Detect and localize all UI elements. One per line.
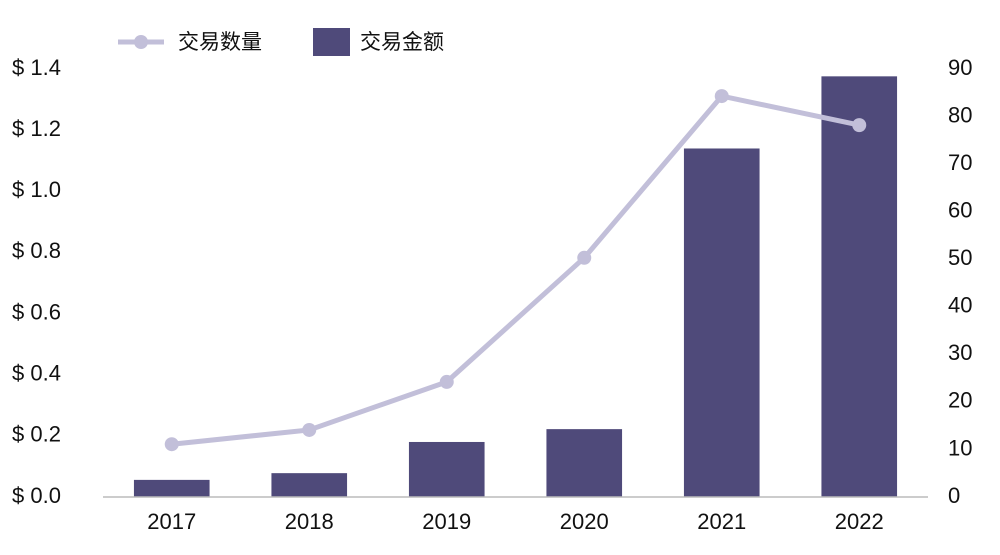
line-point [164, 437, 179, 452]
bar [546, 429, 623, 497]
bar [133, 479, 210, 497]
bar [821, 76, 898, 497]
legend-label: 交易数量 [178, 30, 262, 54]
legend-label: 交易金额 [360, 30, 444, 54]
y-tick-label: $ 0.4 [12, 361, 61, 386]
y2-tick-label: 50 [948, 245, 972, 270]
y-tick-label: $ 1.0 [12, 177, 61, 202]
y2-tick-label: 40 [948, 293, 972, 318]
x-tick-label: 2017 [147, 509, 196, 534]
y2-tick-label: 80 [948, 102, 972, 127]
y-tick-label: $ 0.6 [12, 299, 61, 324]
y2-tick-label: 30 [948, 340, 972, 365]
line-point [302, 422, 317, 437]
x-tick-label: 2022 [835, 509, 884, 534]
y-tick-label: $ 1.4 [12, 55, 61, 80]
y-tick-label: $ 0.2 [12, 422, 61, 447]
y2-tick-label: 60 [948, 197, 972, 222]
line-point [577, 250, 592, 265]
x-tick-label: 2019 [422, 509, 471, 534]
y2-tick-label: 90 [948, 55, 972, 80]
y2-tick-label: 70 [948, 150, 972, 175]
y-tick-label: $ 1.2 [12, 116, 61, 141]
y2-tick-label: 0 [948, 483, 960, 508]
y-tick-label: $ 0.8 [12, 238, 61, 263]
x-tick-label: 2021 [697, 509, 746, 534]
legend: 交易数量 交易金额 [118, 28, 444, 56]
line-point [714, 89, 729, 104]
x-tick-label: 2018 [285, 509, 334, 534]
bar [408, 441, 485, 497]
line [171, 93, 860, 447]
bar [683, 148, 760, 497]
y2-tick-label: 20 [948, 388, 972, 413]
line-point [852, 118, 867, 133]
y2-tick-label: 10 [948, 435, 972, 460]
x-tick-label: 2020 [560, 509, 609, 534]
line-point [439, 374, 454, 389]
legend-swatch [313, 28, 350, 56]
legend-marker [134, 35, 148, 49]
bar [271, 473, 348, 497]
y-tick-label: $ 0.0 [12, 483, 61, 508]
